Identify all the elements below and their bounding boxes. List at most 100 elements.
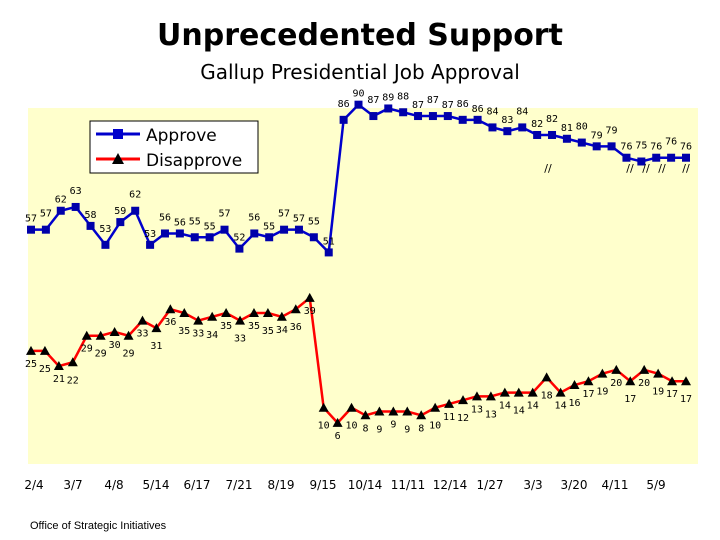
x-tick-label: 11/11 (391, 478, 426, 492)
approve-point (190, 233, 199, 242)
approve-point (71, 202, 80, 211)
disapprove-data-label: 35 (220, 321, 232, 332)
disapprove-data-label: 36 (290, 322, 302, 333)
disapprove-data-label: 8 (362, 423, 368, 434)
disapprove-data-label: 13 (471, 404, 483, 415)
approve-data-label: 76 (620, 142, 632, 153)
approve-point (577, 138, 586, 147)
disapprove-point (151, 323, 162, 333)
disapprove-data-label: 31 (150, 341, 162, 352)
disapprove-point (471, 391, 482, 401)
chart-title: Unprecedented Support (157, 18, 563, 53)
break-mark: // (658, 162, 666, 175)
x-tick-label: 4/11 (602, 478, 629, 492)
disapprove-point (179, 308, 190, 318)
disapprove-data-label: 39 (304, 306, 316, 317)
disapprove-data-label: 35 (262, 326, 274, 337)
disapprove-point (569, 379, 580, 389)
approve-data-label: 87 (442, 100, 454, 111)
approve-point (101, 240, 110, 249)
approve-point (205, 233, 214, 242)
approve-data-label: 79 (606, 125, 618, 136)
approve-data-label: 56 (174, 217, 186, 228)
disapprove-point (527, 387, 538, 397)
chart-subtitle: Gallup Presidential Job Approval (200, 60, 520, 84)
approve-data-label: 82 (531, 119, 543, 130)
approve-point (682, 153, 690, 162)
approve-point (443, 112, 452, 121)
disapprove-point (625, 376, 636, 386)
disapprove-point (402, 406, 413, 416)
disapprove-point (165, 304, 176, 314)
break-mark: // (682, 162, 690, 175)
disapprove-data-label: 29 (123, 349, 135, 360)
disapprove-data-label: 20 (638, 378, 650, 389)
approve-point (414, 112, 423, 121)
disapprove-point (681, 376, 691, 386)
x-axis-ticks: 2/4 3/7 4/8 5/14 6/17 7/21 8/19 9/15 10/14 11/11 1… (24, 478, 665, 492)
disapprove-point (360, 410, 371, 420)
x-tick-label: 7/21 (226, 478, 253, 492)
disapprove-data-label: 19 (596, 387, 608, 398)
approve-point (280, 225, 289, 234)
approve-data-label: 75 (635, 141, 647, 152)
x-tick-label: 4/8 (104, 478, 123, 492)
x-tick-label: 3/7 (63, 478, 82, 492)
disapprove-data-label: 9 (390, 420, 396, 431)
disapprove-data-label: 14 (555, 401, 567, 412)
approve-data-label: 86 (338, 99, 350, 110)
disapprove-point (458, 395, 469, 405)
approve-point (384, 104, 393, 113)
approve-data-label: 86 (472, 104, 484, 115)
disapprove-point (332, 417, 343, 427)
disapprove-point (221, 308, 232, 318)
approve-point (369, 112, 378, 121)
disapprove-point (485, 391, 496, 401)
approve-data-label: 87 (412, 100, 424, 111)
disapprove-point (374, 406, 385, 416)
approve-point (652, 153, 661, 162)
disapprove-point (639, 364, 650, 374)
approve-point (309, 233, 318, 242)
approve-data-label: 76 (650, 142, 662, 153)
approve-data-label: 84 (516, 106, 528, 117)
approve-point (27, 225, 35, 234)
disapprove-data-label: 8 (418, 423, 424, 434)
approve-point (592, 142, 601, 151)
disapprove-data-label: 25 (25, 359, 37, 370)
disapprove-data-label: 35 (248, 321, 260, 332)
disapprove-data-label: 17 (582, 389, 594, 400)
approve-data-label: 82 (546, 114, 558, 125)
approve-data-label: 62 (129, 190, 141, 201)
approve-point (562, 134, 571, 143)
disapprove-data-label: 14 (527, 401, 539, 412)
disapprove-point (95, 330, 106, 340)
disapprove-data-label: 33 (136, 329, 148, 340)
approve-data-label: 84 (486, 106, 498, 117)
approve-point (518, 123, 527, 132)
approve-point (250, 229, 259, 238)
disapprove-data-label: 14 (513, 406, 525, 417)
disapprove-point (653, 368, 664, 378)
approve-point (548, 130, 557, 139)
legend-disapprove-marker (112, 153, 124, 164)
disapprove-data-label: 9 (376, 425, 382, 436)
approve-point (324, 248, 333, 257)
approve-data-label: 57 (278, 209, 290, 220)
disapprove-point (81, 330, 92, 340)
disapprove-data-label: 10 (346, 421, 358, 432)
legend-approve-label: Approve (146, 126, 217, 146)
disapprove-data-label: 29 (95, 349, 107, 360)
approve-data-label: 76 (665, 137, 677, 148)
approve-data-label: 58 (85, 210, 97, 221)
disapprove-point (583, 376, 594, 386)
x-tick-label: 12/14 (433, 478, 468, 492)
disapprove-point (416, 410, 427, 420)
disapprove-data-label: 22 (67, 375, 79, 386)
approve-data-label: 88 (397, 91, 409, 102)
disapprove-point (388, 406, 399, 416)
approve-point (220, 225, 229, 234)
disapprove-point (667, 376, 678, 386)
disapprove-data-label: 14 (499, 401, 511, 412)
disapprove-point (276, 311, 287, 321)
